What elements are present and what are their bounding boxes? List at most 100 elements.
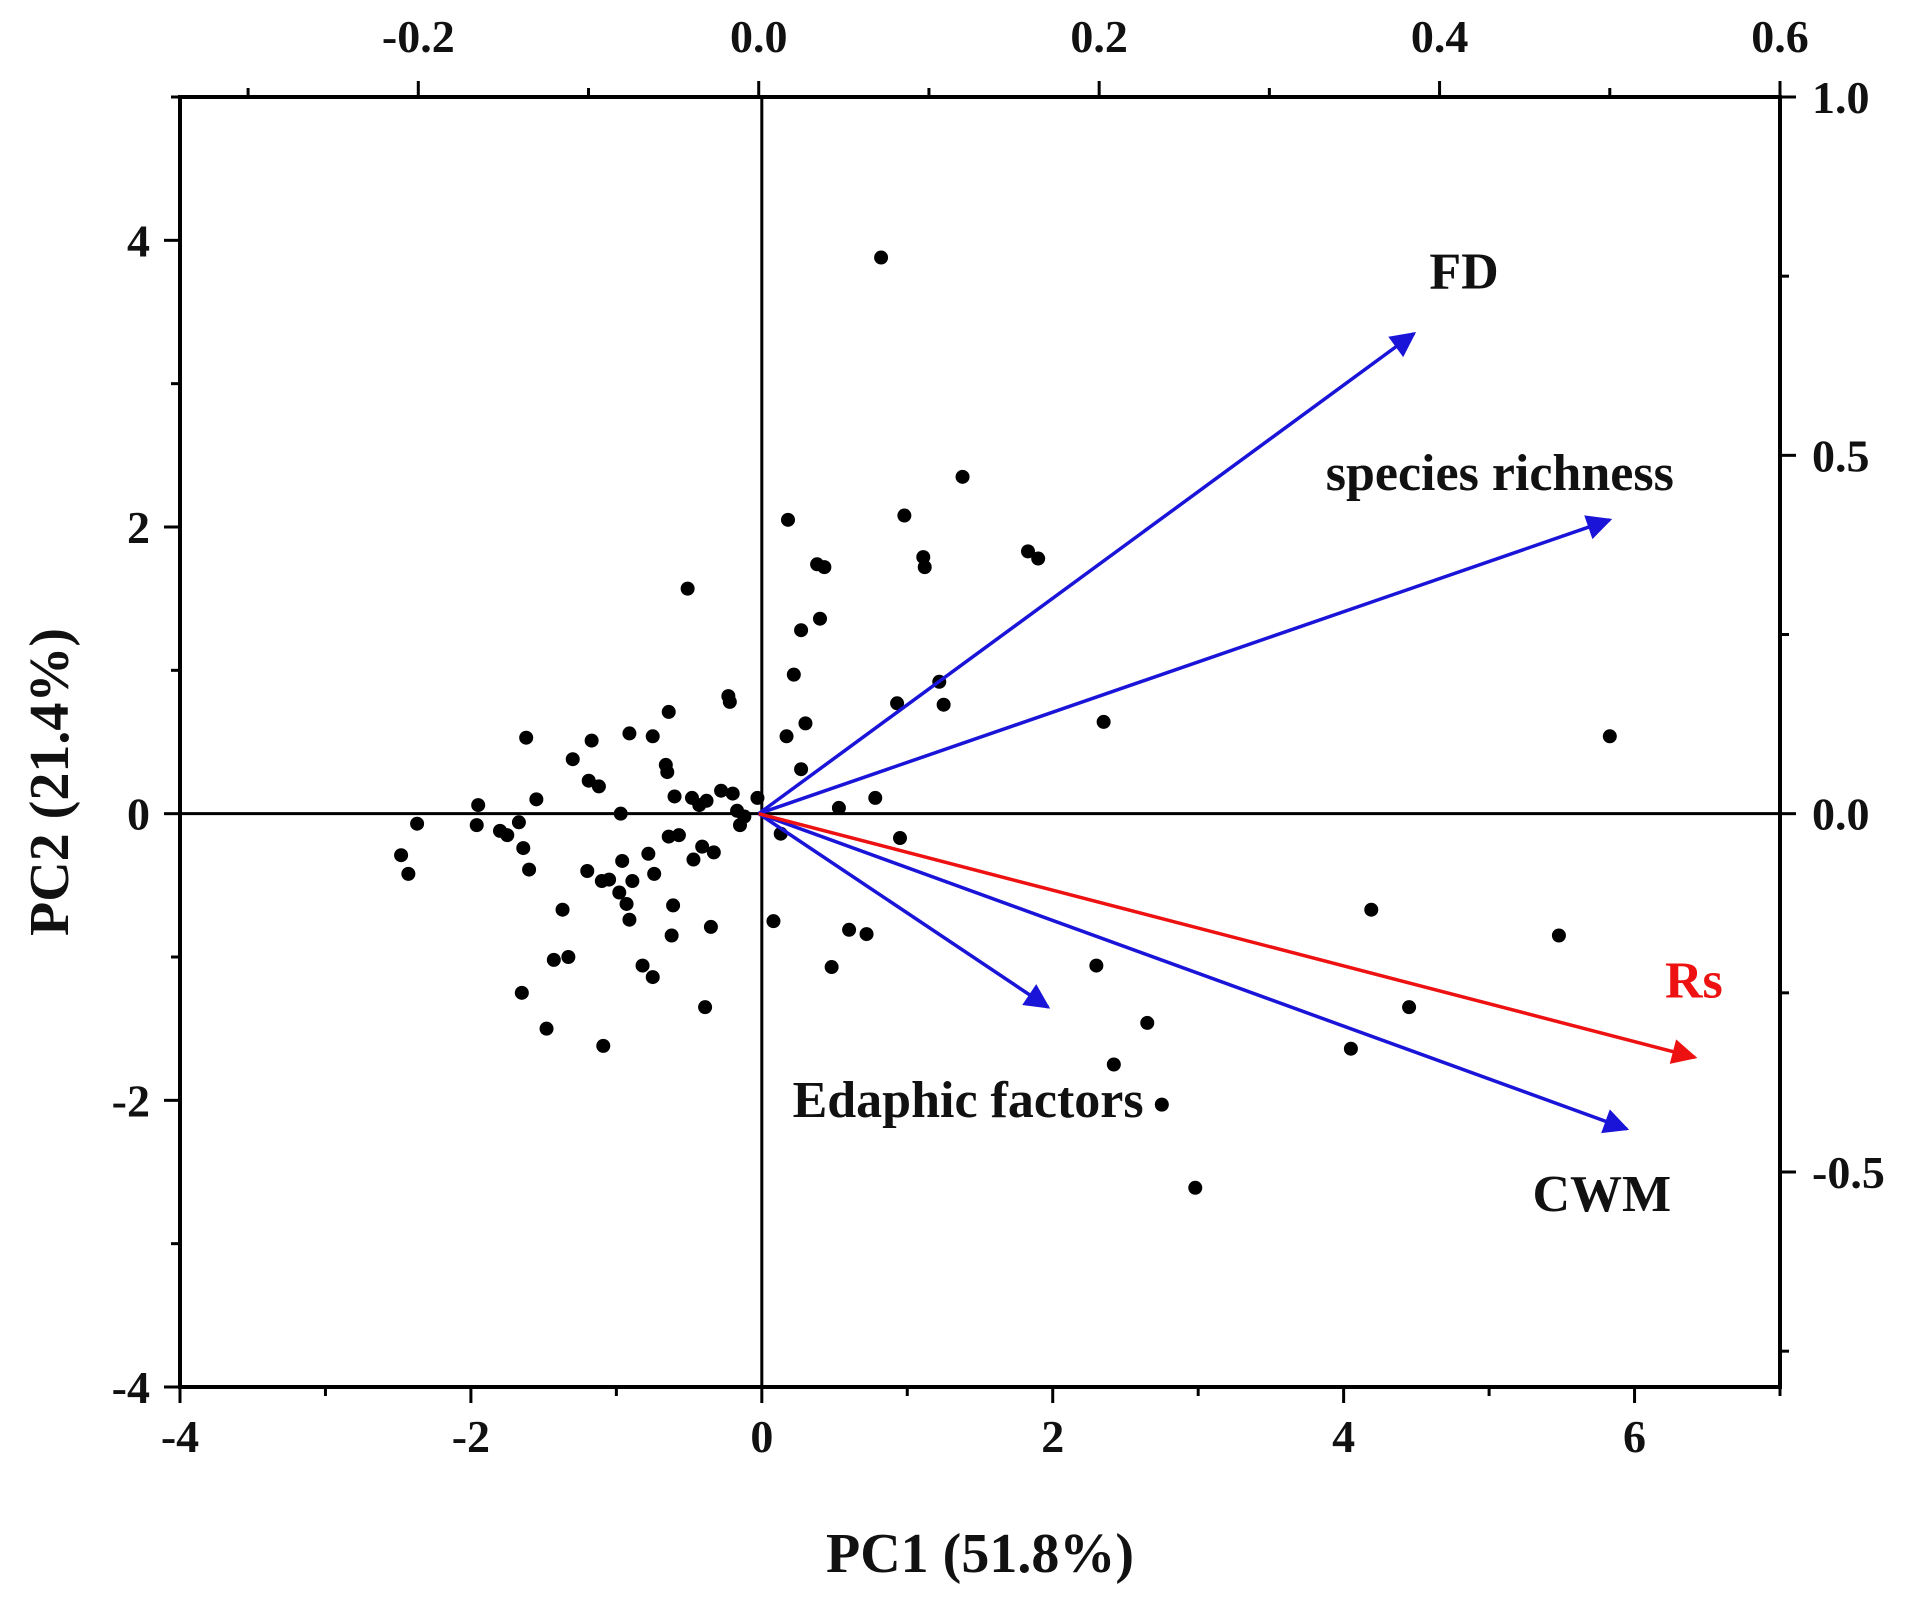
score-point: [625, 874, 640, 889]
score-point: [581, 773, 596, 788]
top-tick-label: 0.0: [730, 11, 788, 62]
score-point: [596, 1038, 611, 1053]
score-point: [817, 560, 832, 575]
score-point: [666, 898, 681, 913]
top-tick-label: 0.6: [1751, 11, 1809, 62]
x-tick-label: 0: [750, 1411, 773, 1462]
score-point: [401, 866, 416, 881]
x-axis-title: PC1 (51.8%): [826, 1523, 1134, 1585]
score-point: [522, 862, 537, 877]
score-point: [555, 902, 570, 917]
score-point: [471, 798, 486, 813]
score-point: [874, 250, 889, 265]
x-tick-label: 6: [1623, 1411, 1646, 1462]
vector-species-richness: [758, 515, 1613, 816]
right-tick-label: -0.5: [1812, 1147, 1885, 1198]
x-tick-label: 4: [1332, 1411, 1355, 1462]
score-point: [394, 848, 409, 863]
score-point: [1089, 958, 1104, 973]
zero-lines: [180, 97, 1780, 1387]
score-point: [546, 952, 561, 967]
score-point: [737, 809, 752, 824]
score-point: [580, 864, 595, 878]
score-point: [645, 970, 660, 985]
score-point: [786, 667, 801, 682]
score-point: [1551, 928, 1566, 943]
score-point: [779, 729, 794, 744]
right-tick-label: 1.0: [1812, 72, 1870, 123]
score-point: [766, 914, 781, 929]
right-tick-label: 0.0: [1812, 789, 1870, 840]
score-point: [703, 919, 718, 934]
vector-edaphic-factors: [757, 812, 1051, 1009]
score-point: [680, 581, 695, 596]
score-point: [619, 896, 634, 911]
score-point: [561, 950, 576, 964]
right-tick-label: 0.5: [1812, 430, 1870, 481]
score-point: [699, 793, 714, 808]
top-tick-label: -0.2: [382, 11, 455, 62]
score-point: [868, 790, 883, 805]
score-point: [1140, 1015, 1155, 1030]
score-point: [615, 853, 630, 868]
score-point: [584, 733, 599, 748]
vector-label-cwm: CWM: [1532, 1166, 1671, 1223]
score-point: [514, 985, 529, 1000]
score-point: [635, 958, 650, 973]
plot-frame: [178, 95, 1782, 1389]
score-point: [469, 818, 484, 833]
score-point: [602, 872, 617, 887]
score-point: [667, 789, 682, 804]
score-point: [831, 800, 846, 815]
score-point: [565, 752, 580, 767]
score-point: [671, 828, 686, 843]
score-point: [917, 560, 932, 575]
score-point: [842, 922, 857, 937]
score-point: [798, 716, 813, 731]
score-point: [695, 839, 710, 854]
score-point: [1602, 729, 1617, 744]
top-tick-label: 0.2: [1070, 11, 1128, 62]
y-axis-title: PC2 (21.4%): [19, 628, 81, 936]
score-point: [641, 846, 656, 861]
score-point: [622, 912, 637, 927]
score-point: [725, 786, 740, 801]
score-point: [1154, 1097, 1169, 1112]
score-point: [516, 841, 531, 856]
score-point: [794, 623, 809, 638]
score-point: [1031, 551, 1046, 566]
vector-cwm: [758, 812, 1630, 1134]
y-tick-label: 4: [127, 215, 150, 266]
score-point: [890, 696, 905, 711]
score-point: [1364, 902, 1379, 917]
score-point: [622, 726, 637, 741]
loading-vectors: FD species richness Edaphic factors CWM Rs: [757, 244, 1723, 1223]
score-point: [936, 697, 951, 712]
score-point: [794, 762, 809, 777]
score-point: [698, 1000, 713, 1015]
score-point: [813, 611, 827, 626]
y-tick-label: 2: [127, 502, 150, 553]
score-point: [511, 815, 526, 830]
score-point: [664, 928, 679, 943]
score-point: [645, 729, 660, 744]
score-point: [1188, 1180, 1203, 1195]
score-point: [686, 852, 701, 867]
score-point: [1343, 1041, 1358, 1056]
score-point: [897, 508, 912, 523]
score-point: [1021, 544, 1035, 559]
score-points: [394, 250, 1617, 1195]
score-point: [859, 927, 874, 942]
score-point: [410, 816, 425, 831]
vector-rs: [758, 811, 1698, 1064]
score-point: [781, 512, 795, 527]
x-tick-label: 2: [1041, 1411, 1064, 1462]
score-point: [660, 765, 675, 780]
score-point: [647, 866, 662, 881]
score-point: [612, 885, 627, 900]
y-tick-label: 0: [127, 789, 150, 840]
score-point: [1106, 1057, 1121, 1072]
top-tick-label: 0.4: [1411, 11, 1469, 62]
score-point: [893, 831, 907, 846]
vector-fd: [757, 332, 1417, 816]
